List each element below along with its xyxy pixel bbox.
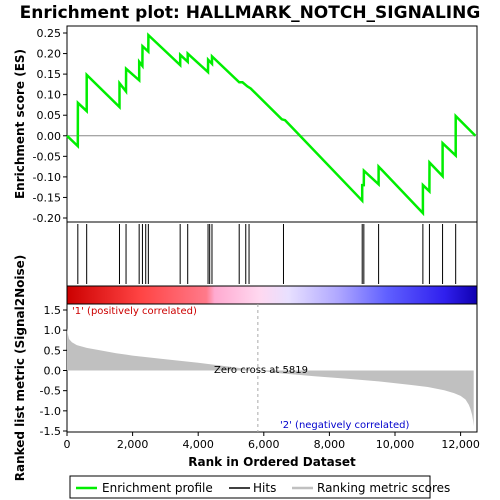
rank-x-tick-label: 10,000	[376, 438, 415, 451]
rank-metric-panel: 1.5 1.0 0.5 0.0 -0.5 -1.0 -1.5 0 2,000 4,000 6,00…	[13, 255, 480, 482]
rank-x-tick-label: 8,000	[314, 438, 346, 451]
rank-y-tick-label: 0.5	[44, 344, 62, 357]
es-y-ticks: 0.25 0.20 0.15 0.10 0.05 0.00 -0.05 -0.10 -0.15 -…	[33, 27, 67, 225]
es-y-tick-label: 0.00	[37, 130, 62, 143]
rank-x-tick-label: 0	[64, 438, 71, 451]
es-y-tick-label: -0.15	[33, 191, 61, 204]
zero-cross-label: Zero cross at 5819	[214, 365, 308, 376]
rank-y-tick-label: 0.0	[44, 365, 62, 378]
rank-gradient-bar	[66, 285, 478, 305]
es-y-tick-label: 0.20	[37, 48, 62, 61]
rank-x-tick-label: 2,000	[117, 438, 149, 451]
positive-correlation-label: '1' (positively correlated)	[72, 306, 197, 317]
es-y-tick-label: 0.15	[37, 68, 62, 81]
ranking-metric-area	[67, 328, 474, 427]
es-y-tick-label: -0.05	[33, 150, 61, 163]
rank-y-tick-label: 1.5	[44, 304, 62, 317]
rank-y-ticks: 1.5 1.0 0.5 0.0 -0.5 -1.0 -1.5	[40, 304, 67, 438]
es-y-tick-label: 0.05	[37, 109, 62, 122]
es-y-tick-label: -0.10	[33, 171, 61, 184]
rank-y-axis-label: Ranked list metric (Signal2Noise)	[13, 255, 27, 482]
legend-label-ranking: Ranking metric scores	[317, 481, 450, 495]
es-panel-frame	[66, 25, 478, 223]
rank-x-axis-label: Rank in Ordered Dataset	[188, 455, 356, 469]
rank-y-tick-label: -1.0	[40, 405, 61, 418]
es-y-tick-label: -0.20	[33, 212, 61, 225]
rank-y-tick-label: 1.0	[44, 324, 62, 337]
rank-x-tick-label: 6,000	[248, 438, 280, 451]
hit-lines-group	[77, 224, 457, 284]
negative-correlation-label: '2' (negatively correlated)	[280, 420, 409, 431]
hits-panel-frame	[66, 221, 478, 287]
rank-x-tick-label: 4,000	[182, 438, 214, 451]
rank-y-tick-label: -0.5	[40, 385, 61, 398]
legend-label-enrichment: Enrichment profile	[102, 481, 213, 495]
enrichment-profile-line	[66, 32, 477, 217]
rank-color-bar	[66, 285, 478, 305]
legend-label-hits: Hits	[253, 481, 276, 495]
legend: Enrichment profile Hits Ranking metric s…	[69, 475, 450, 499]
es-y-axis-label: Enrichment score (ES)	[13, 49, 27, 199]
chart-title: Enrichment plot: HALLMARK_NOTCH_SIGNALIN…	[20, 3, 481, 23]
es-y-tick-label: 0.25	[37, 27, 62, 40]
es-y-tick-label: 0.10	[37, 89, 62, 102]
legend-frame	[69, 475, 431, 499]
rank-y-tick-label: -1.5	[40, 425, 61, 438]
hits-panel	[66, 221, 478, 287]
rank-x-tick-label: 12,000	[441, 438, 480, 451]
rank-x-ticks: 0 2,000 4,000 6,000 8,000 10,000 12,000	[64, 432, 480, 451]
es-panel: 0.25 0.20 0.15 0.10 0.05 0.00 -0.05 -0.10 -0.15 -…	[13, 25, 478, 225]
